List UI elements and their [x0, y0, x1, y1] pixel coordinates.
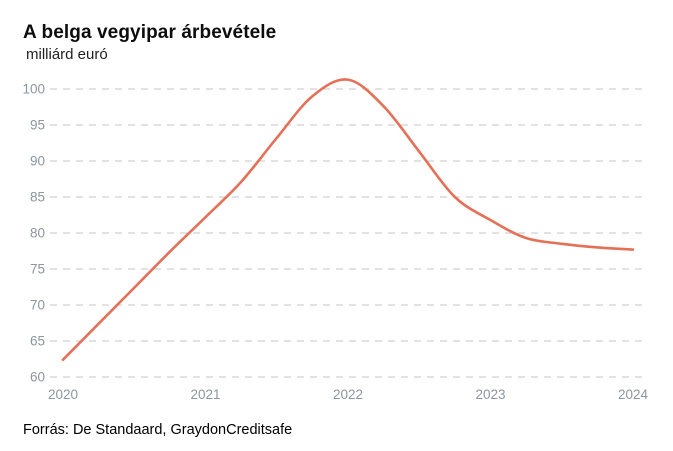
x-tick-label-2022: 2022	[333, 387, 363, 402]
chart-subtitle: milliárd euró	[26, 46, 108, 63]
source-note: Forrás: De Standaard, GraydonCreditsafe	[23, 422, 293, 438]
x-tick-label-2024: 2024	[618, 387, 649, 402]
y-tick-label-75: 75	[30, 262, 45, 277]
x-tick-label-2023: 2023	[475, 387, 505, 402]
y-tick-label-60: 60	[30, 370, 45, 385]
x-tick-label-2020: 2020	[48, 387, 78, 402]
y-tick-label-80: 80	[30, 226, 45, 241]
y-tick-label-85: 85	[30, 190, 45, 205]
chart-title: A belga vegyipar árbevétele	[23, 22, 277, 43]
y-tick-label-95: 95	[30, 118, 45, 133]
revenue-line-series	[61, 78, 635, 362]
y-tick-label-65: 65	[30, 334, 45, 349]
x-tick-label-2021: 2021	[190, 387, 220, 402]
y-tick-label-100: 100	[22, 82, 45, 97]
y-tick-label-90: 90	[30, 154, 45, 169]
y-tick-label-70: 70	[30, 298, 45, 313]
